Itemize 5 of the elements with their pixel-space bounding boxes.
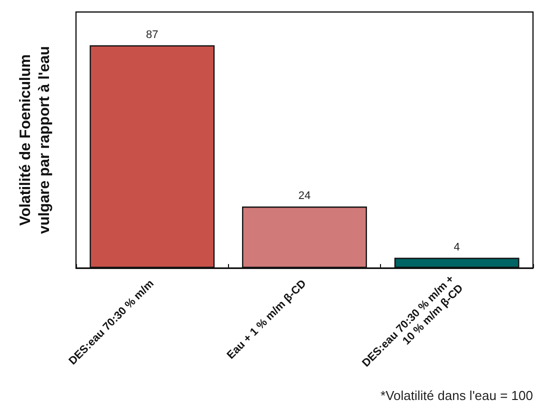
- data-label: 24: [298, 190, 311, 202]
- data-label: 4: [454, 241, 460, 254]
- text: *Volatilité dans l'eau = 100: [380, 388, 534, 403]
- y-axis-title: Volatilité de Foeniculum vulgare par rapport à l'eau: [17, 46, 53, 234]
- data-label: 87: [146, 28, 158, 41]
